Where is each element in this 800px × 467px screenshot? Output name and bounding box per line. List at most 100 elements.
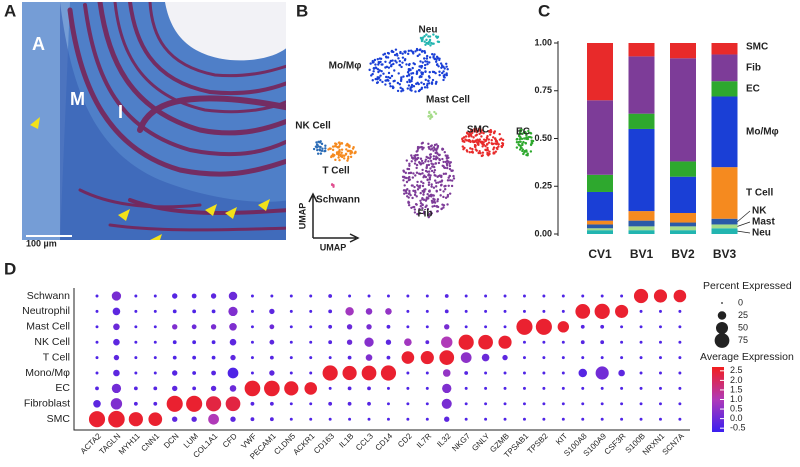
umap-point (430, 195, 433, 198)
row-label: Schwann (27, 290, 70, 302)
legend-arrow (737, 221, 751, 227)
umap-point (420, 159, 424, 163)
umap-point (437, 161, 441, 165)
umap-point (487, 141, 491, 144)
dot (425, 325, 429, 329)
bar-segment (587, 191, 613, 221)
umap-point (425, 196, 429, 199)
umap-point (471, 147, 474, 151)
dot (561, 356, 565, 360)
plot-axes (73, 288, 690, 431)
umap-point (329, 155, 333, 159)
umap-point (520, 137, 524, 141)
x-tick-label: BV2 (671, 247, 695, 261)
dot (230, 416, 236, 422)
dot (678, 356, 682, 360)
dot (284, 381, 299, 396)
dot (111, 383, 122, 394)
umap-point (400, 65, 403, 69)
dot (678, 325, 682, 329)
umap-point (416, 156, 420, 160)
umap-point (522, 131, 526, 134)
dot (328, 294, 333, 298)
umap-point (411, 66, 414, 70)
umap-point (429, 159, 433, 163)
umap-point (436, 144, 440, 148)
umap-point (408, 162, 411, 166)
umap-point (429, 167, 432, 170)
umap-point (525, 153, 528, 157)
umap-point (529, 150, 533, 153)
dot (386, 294, 390, 298)
dot (484, 325, 488, 329)
dot (620, 356, 624, 360)
umap-point (432, 33, 435, 36)
dot (600, 294, 604, 298)
umap-point (433, 198, 436, 201)
bar-segment (628, 56, 655, 114)
column-label: DCN (162, 431, 181, 450)
axis-label: UMAP (297, 203, 307, 230)
umap-point (429, 155, 432, 159)
umap-point (435, 63, 439, 67)
umap-point (427, 215, 430, 219)
umap-point (345, 148, 348, 151)
umap-point (515, 146, 519, 149)
umap-point (377, 70, 380, 74)
umap-point (374, 63, 377, 66)
bar-segment (670, 226, 696, 231)
dot (561, 417, 565, 421)
dot (441, 336, 453, 348)
umap-point (403, 59, 407, 62)
dot (620, 417, 624, 421)
dot (653, 289, 668, 303)
dot (328, 340, 333, 345)
umap-point (461, 139, 465, 143)
dot (580, 324, 585, 329)
dot (229, 338, 237, 346)
umap-point (443, 76, 446, 79)
umap-point (427, 183, 431, 187)
umap-point (425, 165, 429, 169)
dot (658, 417, 662, 421)
dot (561, 402, 565, 406)
umap-point (379, 57, 383, 60)
umap-point (443, 188, 447, 191)
umap-point (427, 79, 430, 82)
dot (309, 417, 313, 421)
dot (673, 289, 687, 303)
umap-cluster (427, 110, 438, 120)
umap-point (419, 191, 422, 195)
size-legend-dot (714, 333, 730, 348)
umap-point (404, 176, 408, 180)
umap-point (411, 184, 414, 187)
umap-point (433, 70, 436, 74)
umap-point (446, 195, 449, 198)
umap-point (486, 148, 489, 152)
size-legend-label: 0 (738, 297, 743, 307)
dot (503, 386, 507, 390)
dot (148, 412, 163, 427)
umap-point (428, 40, 431, 43)
umap-point (407, 200, 410, 204)
umap-point (319, 140, 322, 143)
umap-point (424, 188, 427, 191)
umap-point (392, 80, 395, 83)
dot (205, 396, 222, 412)
umap-point (422, 146, 425, 150)
umap-point (407, 203, 411, 207)
dot (658, 402, 662, 406)
umap-point (448, 179, 452, 182)
umap-point (425, 84, 429, 87)
umap-point (417, 89, 421, 93)
umap-point (501, 138, 505, 142)
umap-point (384, 60, 387, 64)
umap-point (427, 142, 430, 146)
umap-point (386, 56, 390, 59)
dot (250, 340, 254, 344)
umap-point (428, 170, 431, 173)
umap-point (525, 134, 528, 137)
cluster-label: NK Cell (295, 121, 331, 132)
dot (172, 309, 177, 314)
umap-point (419, 199, 422, 203)
